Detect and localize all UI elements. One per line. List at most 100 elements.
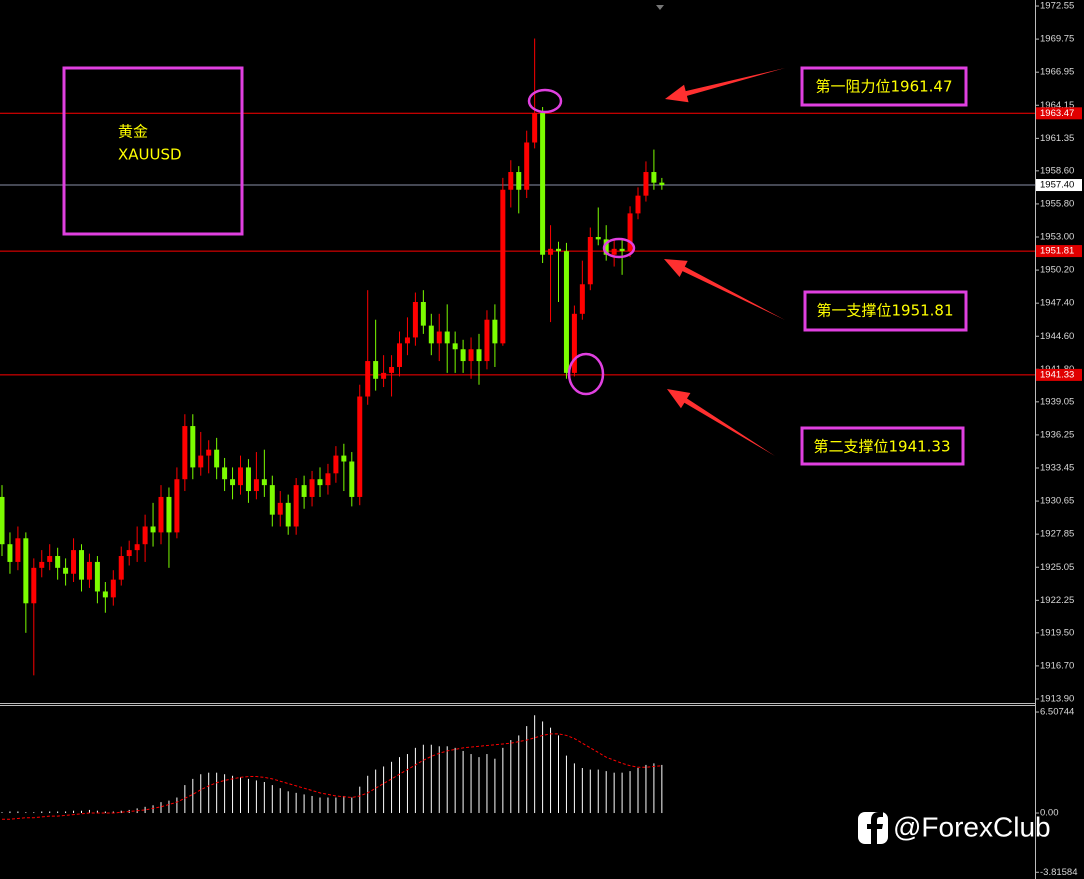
candle-body: [333, 455, 339, 474]
y-tick-label: 1939.05: [1040, 396, 1074, 407]
signal-line: [2, 733, 662, 820]
candle-body: [651, 172, 657, 183]
candle-body: [277, 502, 283, 515]
watermark-icon-glyph: [867, 812, 883, 844]
annotation-text: 第一阻力位1961.47: [815, 78, 952, 96]
candle-body: [349, 461, 355, 497]
candle-body: [540, 112, 546, 255]
candle-body: [71, 550, 77, 574]
candle-body: [571, 313, 577, 373]
candle-body: [309, 479, 315, 497]
y-tick-label: 1950.20: [1040, 265, 1074, 276]
y-tick-label: 1969.75: [1040, 34, 1074, 45]
candle-body: [373, 361, 379, 379]
candle-body: [94, 561, 100, 592]
candle-body: [325, 473, 331, 486]
candle-body: [86, 561, 92, 580]
candle-body: [484, 319, 490, 362]
instrument-name: 黄金: [118, 123, 148, 141]
annotations: 黄金 XAUUSD 第一阻力位1961.47 第一支撑位1951.81 第二支撑…: [62, 66, 1051, 844]
candle-body: [126, 550, 132, 557]
arrow: [664, 259, 785, 320]
candle-body: [500, 189, 506, 344]
candle-body: [659, 182, 665, 186]
candle-body: [476, 349, 482, 362]
y-tick-label: -3.81584: [1040, 867, 1078, 878]
candle-body: [516, 172, 522, 190]
candle-body: [110, 579, 116, 598]
candle-body: [365, 361, 371, 397]
candle-body: [595, 237, 601, 240]
candle-body: [587, 237, 593, 285]
y-tick-label: 1916.70: [1040, 660, 1074, 671]
y-tick-label: 1972.55: [1040, 1, 1074, 12]
y-tick-label: 1922.25: [1040, 595, 1074, 606]
candle-body: [404, 337, 410, 344]
candle-body: [285, 502, 291, 527]
annotation-box: [800, 66, 968, 107]
annotation-box: [800, 426, 965, 466]
candle-body: [428, 325, 434, 344]
candle-body: [238, 467, 243, 486]
candle-body: [524, 142, 530, 190]
y-tick-label: 1955.80: [1040, 198, 1074, 209]
candle-body: [460, 349, 466, 362]
candle-body: [381, 372, 387, 379]
candle-body: [341, 455, 347, 462]
instrument-box: [62, 66, 244, 236]
candle-body: [468, 349, 474, 362]
candle-body: [556, 248, 561, 252]
y-tick-label: 1936.25: [1040, 429, 1074, 440]
y-tick-label: 1913.90: [1040, 693, 1074, 704]
candle-body: [142, 526, 148, 545]
candle-body: [548, 248, 554, 255]
candle-body: [444, 331, 450, 344]
candle-body: [643, 172, 649, 196]
candle-body: [436, 331, 442, 344]
watermark: @ForexClub: [893, 811, 1051, 842]
arrow: [665, 68, 785, 103]
candle-body: [611, 248, 617, 255]
price-tag: [1036, 179, 1082, 192]
y-tick-label: 1961.35: [1040, 133, 1074, 144]
candle-body: [198, 455, 204, 468]
candle-body: [389, 366, 395, 373]
highlight-circle: [567, 352, 605, 396]
candle-body: [134, 544, 140, 551]
candle-body: [158, 496, 164, 533]
candle-body: [63, 567, 69, 574]
candle-body: [269, 485, 275, 515]
y-tick-label: 0.00: [1040, 808, 1059, 819]
candle-body: [222, 467, 228, 480]
y-tick-label: 1930.65: [1040, 496, 1074, 507]
candle-body: [508, 172, 514, 190]
arrow: [667, 389, 775, 456]
candle-body: [563, 251, 569, 373]
y-tick-label: 1958.60: [1040, 165, 1074, 176]
candle-body: [23, 538, 29, 604]
y-tick-label: 1927.85: [1040, 529, 1074, 540]
y-tick-label: 1933.45: [1040, 463, 1074, 474]
y-tick-label: 1953.00: [1040, 232, 1074, 243]
highlight-circle: [602, 237, 636, 259]
y-tick-label: 6.50744: [1040, 707, 1074, 718]
price-tag-label: 1963.47: [1040, 108, 1074, 119]
candle-body: [627, 213, 633, 252]
shift-marker: [656, 5, 664, 10]
candle-body: [230, 479, 236, 486]
candle-body: [55, 556, 61, 568]
candle-body: [31, 567, 37, 604]
candle-body: [245, 467, 251, 492]
candle-body: [150, 526, 156, 533]
candle-body: [182, 426, 188, 480]
candle-body: [492, 319, 498, 344]
candle-body: [39, 561, 45, 568]
y-tick-label: 1925.05: [1040, 562, 1074, 573]
y-tick-label: 1919.50: [1040, 627, 1074, 638]
candle-body: [293, 485, 299, 527]
candle-body: [15, 538, 21, 562]
candle-body: [357, 396, 363, 497]
candle-body: [412, 301, 418, 338]
candle-body: [190, 426, 196, 468]
